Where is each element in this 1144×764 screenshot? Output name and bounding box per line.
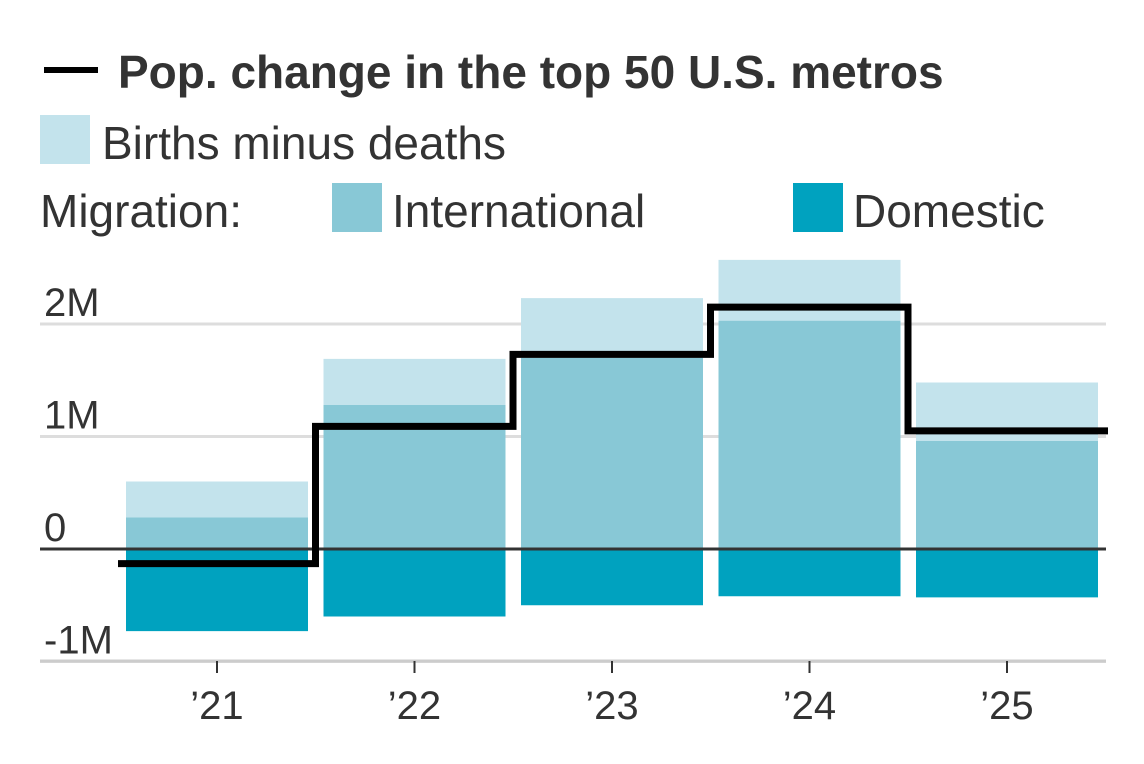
legend-item-births: Births minus deaths: [40, 115, 506, 169]
bar-domestic: [323, 549, 506, 617]
total-population-change-line: [118, 303, 1108, 568]
bar-domestic: [521, 549, 703, 606]
bar-domestic: [718, 549, 901, 597]
bar-births-minus-deaths: [521, 298, 703, 358]
legend-label-international: International: [392, 185, 645, 237]
bar-international: [521, 357, 703, 549]
y-tick-label: -1M: [44, 619, 113, 663]
x-axis: ’21 ’22 ’23 ’24 ’25: [40, 659, 1106, 728]
x-tick-label: ’25: [980, 684, 1033, 728]
bar-international: [126, 517, 308, 549]
y-tick-label: 2M: [44, 281, 100, 325]
legend-label-domestic: Domestic: [853, 185, 1045, 237]
legend-swatch-domestic: [793, 183, 843, 232]
y-tick-label: 0: [44, 506, 66, 550]
y-axis: 2M 1M 0 -1M: [44, 281, 113, 663]
legend-migration-label: Migration:: [40, 185, 242, 237]
legend-item-line: Pop. change in the top 50 U.S. metros: [44, 46, 944, 98]
y-tick-label: 1M: [44, 394, 100, 438]
legend-label-line: Pop. change in the top 50 U.S. metros: [118, 46, 944, 98]
legend-swatch-international: [332, 183, 382, 232]
bar-international: [718, 320, 901, 549]
bar-domestic: [916, 549, 1098, 598]
bar-births-minus-deaths: [126, 481, 308, 518]
bar-births-minus-deaths: [718, 259, 901, 321]
legend-item-domestic: Domestic: [793, 183, 1045, 237]
legend-item-international: International: [332, 183, 645, 237]
x-tick-label: ’22: [388, 684, 441, 728]
bar-international: [916, 441, 1098, 549]
legend-label-births: Births minus deaths: [102, 117, 506, 169]
legend-swatch-births: [40, 115, 90, 164]
x-tick-label: ’21: [190, 684, 243, 728]
total-line-group: [118, 303, 1108, 568]
legend: Pop. change in the top 50 U.S. metros Bi…: [40, 46, 1045, 237]
bars: [126, 259, 1098, 632]
x-tick-label: ’23: [585, 684, 638, 728]
bar-births-minus-deaths: [323, 358, 506, 405]
x-tick-label: ’24: [783, 684, 836, 728]
